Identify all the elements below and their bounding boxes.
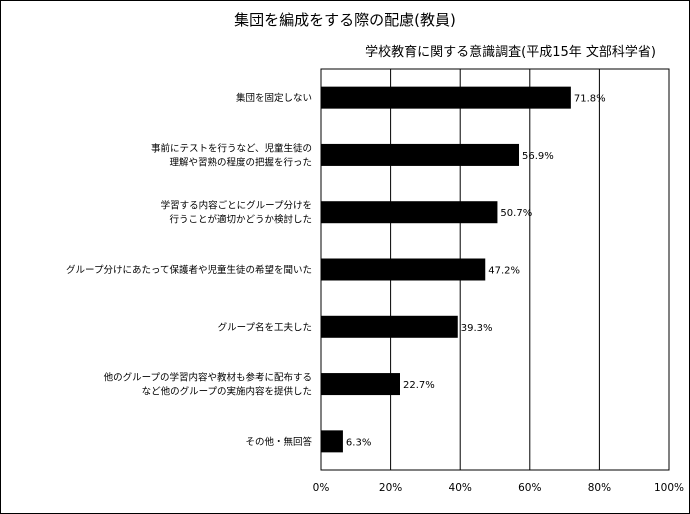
x-tick-label: 0% <box>313 482 330 494</box>
data-label: 56.9% <box>522 151 554 162</box>
bar <box>321 315 458 338</box>
category-label: 集団を固定しない <box>236 92 312 104</box>
category-label: グループ分けにあたって保護者や児童生徒の希望を聞いた <box>66 264 312 276</box>
category-label: 事前にテストを行うなど、児童生徒の <box>151 142 312 154</box>
chart-subtitle: 学校教育に関する意識調査(平成15年 文部科学省) <box>365 45 656 60</box>
bar <box>321 430 343 453</box>
data-label: 22.7% <box>403 380 435 391</box>
x-tick-label: 40% <box>449 482 472 494</box>
data-label: 6.3% <box>346 437 371 448</box>
bar <box>321 373 400 396</box>
category-label: 他のグループの学習内容や教材も参考に配布する <box>104 372 312 384</box>
x-tick-label: 20% <box>379 482 402 494</box>
category-label: 行うことが適切かどうか検討した <box>169 214 312 226</box>
category-label: グループ名を工夫した <box>218 321 312 333</box>
category-label: 理解や習熟の程度の把握を行った <box>169 156 312 168</box>
x-tick-label: 100% <box>654 482 684 494</box>
data-label: 71.8% <box>574 94 606 105</box>
category-label: など他のグループの実施内容を提供した <box>142 386 312 398</box>
data-label: 47.2% <box>488 266 520 277</box>
bar <box>321 201 498 224</box>
data-label: 39.3% <box>461 323 493 334</box>
x-tick-label: 80% <box>588 482 611 494</box>
category-label: その他・無回答 <box>245 436 312 448</box>
bar <box>321 86 571 109</box>
chart-title: 集団を編成をする際の配慮(教員) <box>234 11 456 29</box>
x-tick-label: 60% <box>518 482 541 494</box>
data-label: 50.7% <box>500 208 532 219</box>
category-label: 学習する内容ごとにグループ分けを <box>161 200 312 212</box>
bar <box>321 258 486 281</box>
bar <box>321 143 520 166</box>
